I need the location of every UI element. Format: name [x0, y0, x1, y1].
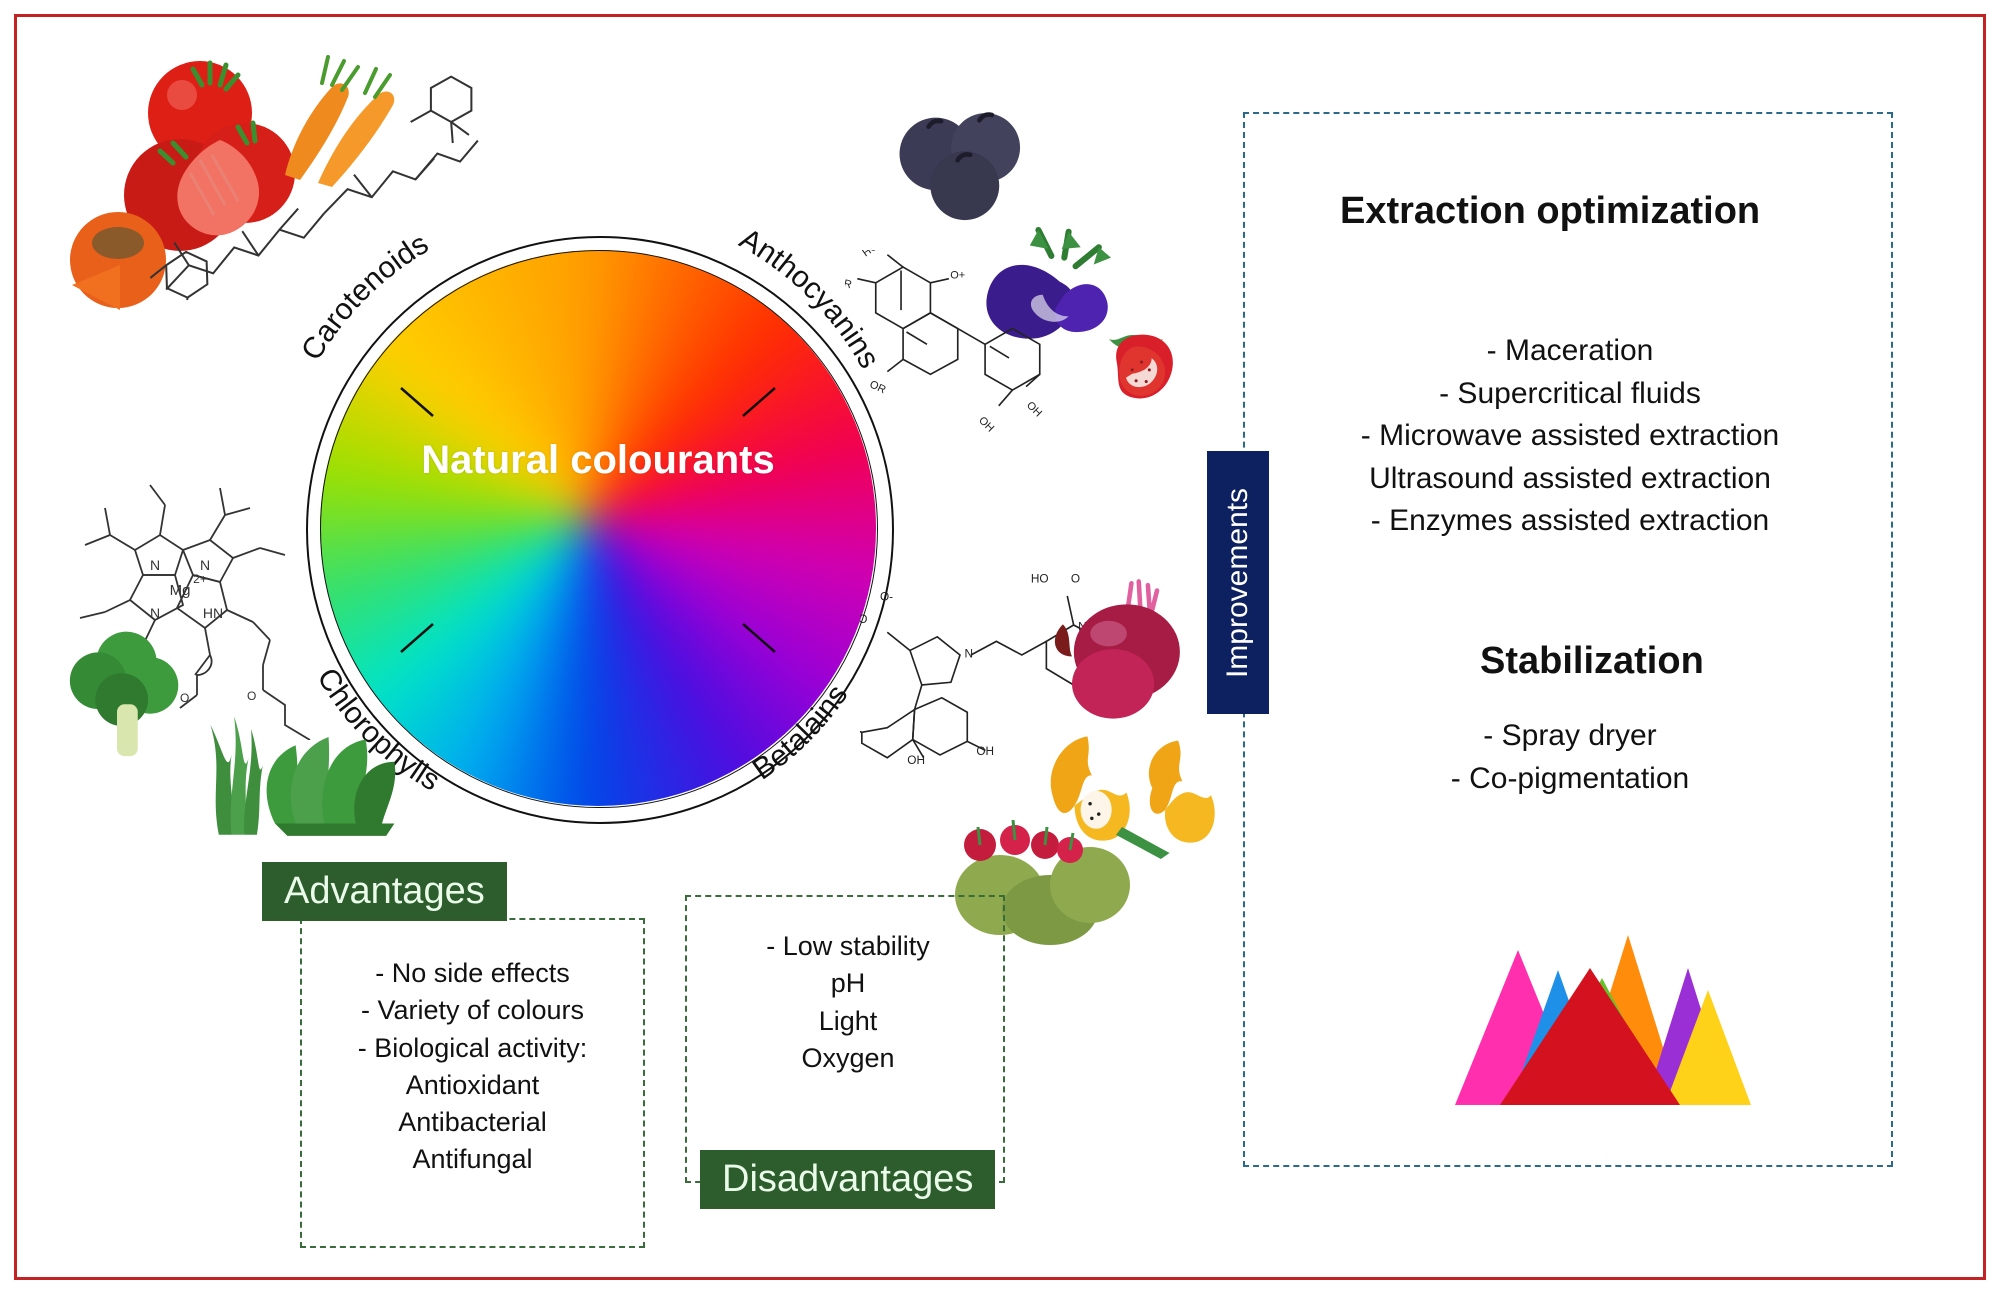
svg-text:OR: OR [868, 379, 888, 397]
svg-text:OH: OH [976, 414, 996, 434]
svg-text:O+: O+ [950, 270, 965, 282]
svg-text:O-: O- [880, 589, 893, 603]
svg-text:Betalains: Betalains [747, 679, 855, 786]
svg-text:OH: OH [1024, 399, 1044, 419]
svg-text:N: N [200, 557, 210, 573]
svg-text:O: O [860, 612, 867, 626]
svg-text:HO: HO [860, 250, 880, 259]
svg-text:2+: 2+ [193, 572, 207, 586]
svg-text:N: N [150, 557, 160, 573]
svg-text:OR: OR [845, 275, 853, 291]
